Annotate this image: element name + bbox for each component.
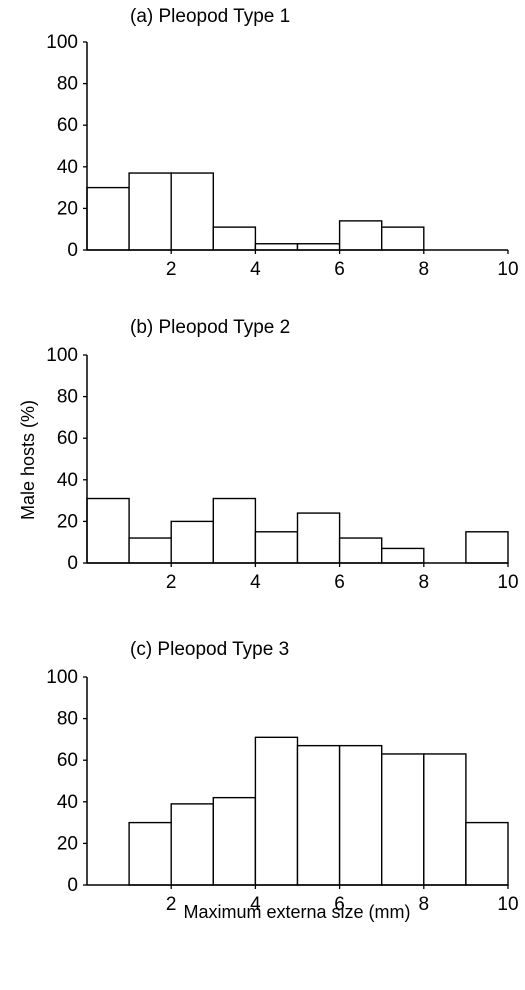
- y-tick-label: 60: [57, 115, 78, 136]
- panel-2: (b) Pleopod Type 2 0 20 40 60 80 100 2 4 6 8 10 Male…: [18, 317, 519, 593]
- panel-title: (b) Pleopod Type 2: [130, 317, 290, 338]
- histogram-bar: [86, 186, 130, 251]
- histogram-bar: [212, 796, 257, 886]
- x-tick-label: 10: [497, 259, 518, 280]
- y-tick-label: 40: [57, 157, 78, 178]
- histogram-bar: [381, 753, 425, 886]
- x-tick-label: 4: [250, 894, 261, 915]
- y-axis-title: Male hosts (%): [18, 400, 38, 520]
- histogram-bar: [338, 744, 383, 886]
- y-tick-label: 100: [46, 345, 78, 366]
- y-tick-label: 0: [67, 875, 78, 896]
- histogram-bar: [296, 243, 341, 251]
- panel-title: (c) Pleopod Type 3: [130, 639, 289, 660]
- y-tick-label: 0: [67, 553, 78, 574]
- histogram-bar: [465, 821, 509, 886]
- y-tick-label: 80: [57, 709, 78, 730]
- histogram-bar: [128, 172, 172, 251]
- histogram-bar: [170, 520, 214, 564]
- x-tick-label: 6: [334, 572, 345, 593]
- y-tick-label: 80: [57, 387, 78, 408]
- y-tick-label: 20: [57, 833, 78, 854]
- histogram-bar: [423, 753, 467, 886]
- histogram-bar: [296, 744, 341, 886]
- y-tick-label: 60: [57, 750, 78, 771]
- panel-1: (a) Pleopod Type 1 0 20 40 60 80 100 2 4 6 8 10: [46, 6, 518, 280]
- histogram-bar: [254, 736, 299, 886]
- histogram-bar: [212, 497, 257, 564]
- panel-title: (a) Pleopod Type 1: [130, 6, 290, 27]
- x-tick-label: 8: [419, 894, 430, 915]
- histogram-bar: [381, 547, 425, 564]
- y-tick-label: 100: [46, 32, 78, 53]
- x-tick-label: 6: [334, 259, 345, 280]
- histogram-bar: [86, 497, 130, 564]
- y-tick-label: 40: [57, 470, 78, 491]
- x-tick-label: 10: [497, 894, 518, 915]
- x-axis-title: Maximum externa size (mm): [183, 902, 410, 922]
- y-tick-label: 60: [57, 428, 78, 449]
- x-tick-label: 4: [250, 572, 261, 593]
- y-tick-label: 80: [57, 74, 78, 95]
- histogram-bar: [212, 226, 257, 251]
- histogram-bar: [338, 220, 383, 251]
- y-tick-label: 0: [67, 240, 78, 261]
- histogram-bar: [465, 531, 509, 564]
- x-tick-label: 2: [166, 894, 177, 915]
- histogram-bar: [128, 537, 172, 564]
- histogram-bar: [128, 821, 172, 886]
- histogram-bar: [170, 172, 214, 251]
- y-tick-label: 20: [57, 198, 78, 219]
- histogram-bar: [254, 243, 299, 251]
- histogram-bar: [170, 803, 214, 886]
- histogram-bar: [296, 512, 341, 564]
- y-tick-label: 100: [46, 667, 78, 688]
- histogram-bar: [254, 531, 299, 564]
- x-tick-label: 4: [250, 259, 261, 280]
- histogram-bar: [381, 226, 425, 251]
- x-tick-label: 2: [166, 572, 177, 593]
- x-tick-label: 8: [419, 572, 430, 593]
- x-tick-label: 6: [334, 894, 345, 915]
- panel-3: (c) Pleopod Type 3 0 20 40 60 80 100 2 4 6 8 10 Maxi…: [46, 639, 518, 922]
- y-tick-label: 40: [57, 792, 78, 813]
- x-tick-label: 10: [497, 572, 518, 593]
- x-tick-label: 8: [419, 259, 430, 280]
- histogram-bar: [338, 537, 383, 564]
- y-tick-label: 20: [57, 511, 78, 532]
- x-tick-label: 2: [166, 259, 177, 280]
